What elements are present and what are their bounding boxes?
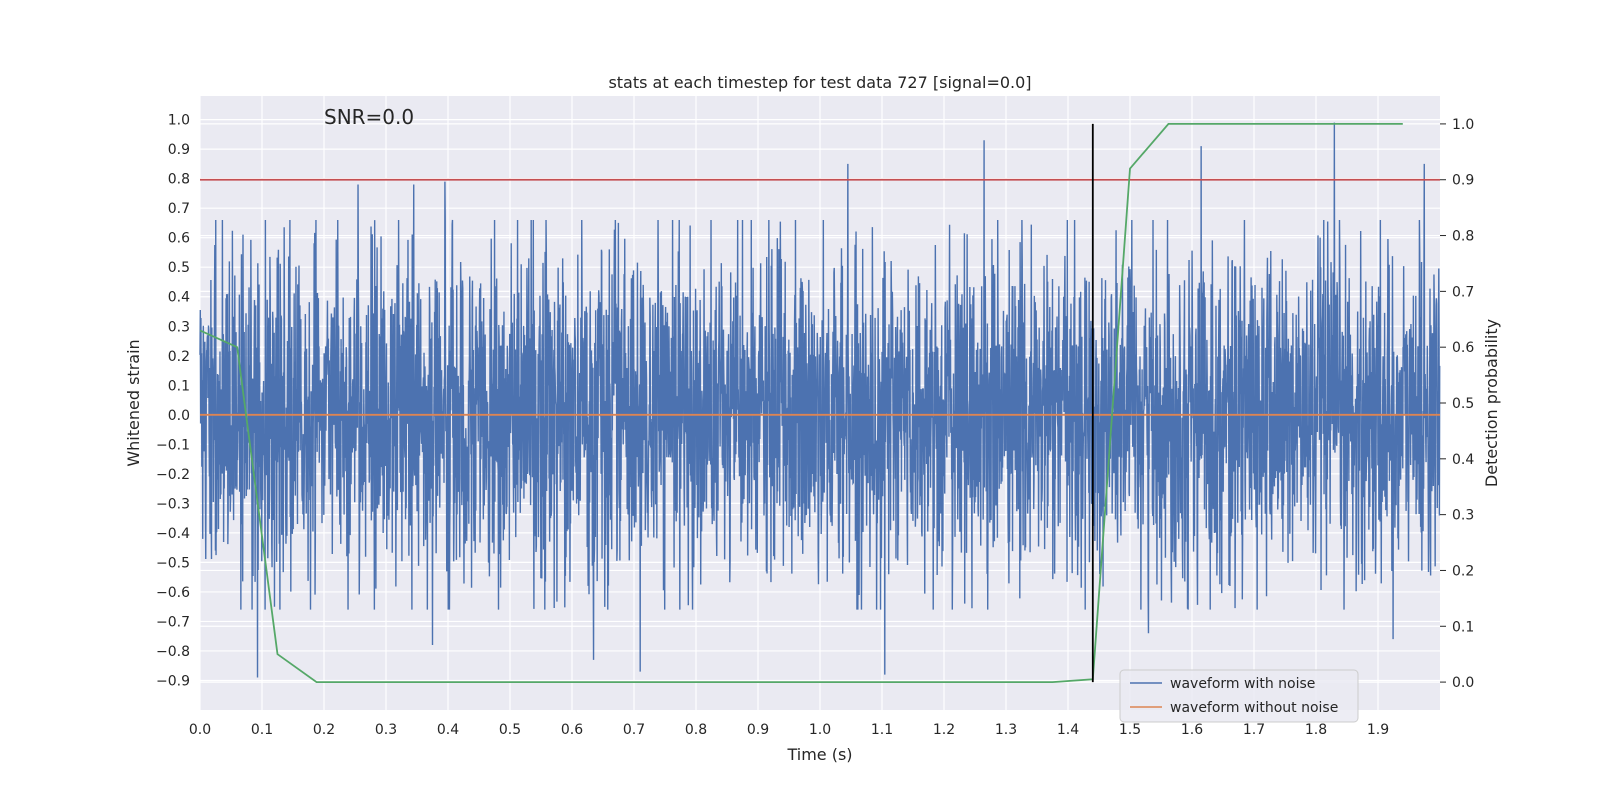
- x-tick-label: 0.2: [313, 722, 335, 738]
- y-tick-label: −0.8: [156, 644, 190, 660]
- y-tick-label: 0.1: [168, 378, 190, 394]
- y-tick-label: −0.5: [156, 555, 190, 571]
- y-tick-label: −0.1: [156, 437, 190, 453]
- y-tick-label: −0.7: [156, 614, 190, 630]
- x-tick-label: 0.0: [189, 722, 211, 738]
- y2-tick-label: 1.0: [1452, 117, 1474, 133]
- x-tick-label: 0.6: [561, 722, 583, 738]
- legend-label-clean: waveform without noise: [1170, 700, 1338, 716]
- y2-tick-label: 0.5: [1452, 396, 1474, 412]
- y-tick-label: 0.6: [168, 231, 190, 247]
- series-detection-probability: [199, 123, 1403, 683]
- x-tick-label: 1.3: [995, 722, 1017, 738]
- x-tick-label: 0.1: [251, 722, 273, 738]
- y-tick-label: 0.8: [168, 172, 190, 188]
- x-tick-label: 0.9: [747, 722, 769, 738]
- x-tick-label: 1.5: [1119, 722, 1141, 738]
- x-tick-label: 0.4: [437, 722, 459, 738]
- overlay-lines-layer: [199, 123, 1440, 683]
- y-tick-label: −0.9: [156, 673, 190, 689]
- snr-annotation: SNR=0.0: [324, 105, 414, 129]
- x-tick-label: 1.4: [1057, 722, 1079, 738]
- y2-tick-label: 0.3: [1452, 508, 1474, 524]
- legend-box: [1119, 669, 1359, 723]
- x-tick-label: 1.7: [1243, 722, 1265, 738]
- legend-label-noise: waveform with noise: [1170, 676, 1315, 692]
- y2-axis-label: Detection probability: [1482, 319, 1501, 487]
- y-tick-label: −0.4: [156, 526, 190, 542]
- y-tick-label: 0.0: [168, 408, 190, 424]
- x-tick-label: 1.6: [1181, 722, 1203, 738]
- y-tick-label: 0.5: [168, 260, 190, 276]
- series-waveform-with-noise: [199, 122, 1441, 678]
- y-tick-label: 0.7: [168, 201, 190, 217]
- chart-title: stats at each timestep for test data 727…: [608, 73, 1031, 92]
- y-axis-label: Whitened strain: [124, 339, 143, 466]
- y2-tick-label: 0.1: [1452, 619, 1474, 635]
- y-tick-label: 0.3: [168, 319, 190, 335]
- y2-tick-label: 0.2: [1452, 563, 1474, 579]
- x-tick-label: 1.2: [933, 722, 955, 738]
- y2-tick-label: 0.4: [1452, 452, 1474, 468]
- tick-labels-layer: 0.0 0.1 0.2 0.3 0.4 0.5 0.6 0.7 0.8 0.9 1.0 1.1 1.2 1…: [156, 113, 1474, 738]
- y-tick-label: 0.2: [168, 349, 190, 365]
- y2-tick-label: 0.8: [1452, 229, 1474, 245]
- x-tick-label: 1.1: [871, 722, 893, 738]
- y2-tick-label: 0.7: [1452, 284, 1474, 300]
- y-tick-label: −0.6: [156, 585, 190, 601]
- x-tick-label: 0.8: [685, 722, 707, 738]
- y-tick-label: −0.2: [156, 467, 190, 483]
- y-tick-label: 1.0: [168, 113, 190, 129]
- y-tick-label: 0.9: [168, 142, 190, 158]
- x-axis-label: Time (s): [786, 745, 852, 764]
- x-tick-label: 0.7: [623, 722, 645, 738]
- x-tick-label: 1.9: [1367, 722, 1389, 738]
- y2-tick-label: 0.6: [1452, 340, 1474, 356]
- y2-tick-label: 0.9: [1452, 173, 1474, 189]
- y-tick-label: −0.3: [156, 496, 190, 512]
- y-tick-label: 0.4: [168, 290, 190, 306]
- x-tick-label: 0.5: [499, 722, 521, 738]
- x-tick-label: 1.0: [809, 722, 831, 738]
- x-tick-label: 0.3: [375, 722, 397, 738]
- y2-tick-label: 0.0: [1452, 675, 1474, 691]
- legend: waveform with noise waveform without noi…: [1119, 669, 1359, 723]
- x-tick-label: 1.8: [1305, 722, 1327, 738]
- noise-waveform-layer: [199, 122, 1441, 678]
